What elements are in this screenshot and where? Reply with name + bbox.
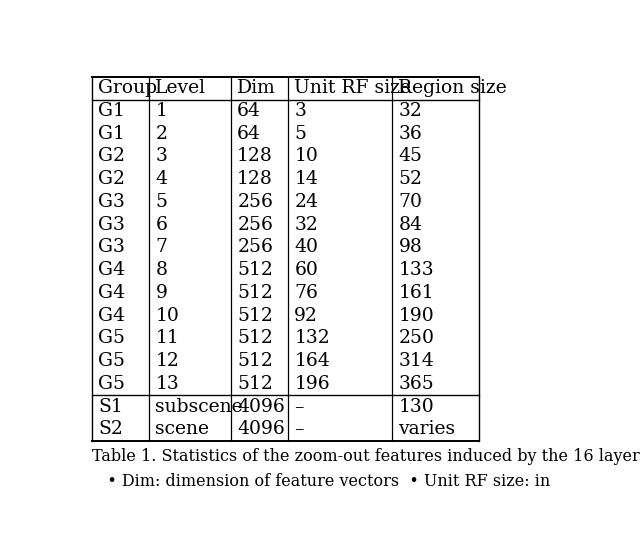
Text: 130: 130: [399, 397, 434, 416]
Text: G5: G5: [99, 330, 125, 347]
Text: 9: 9: [156, 284, 167, 302]
Text: subscene: subscene: [156, 397, 243, 416]
Text: • Dim: dimension of feature vectors  • Unit RF size: in: • Dim: dimension of feature vectors • Un…: [92, 473, 550, 490]
Text: G3: G3: [99, 238, 125, 257]
Text: 512: 512: [237, 330, 273, 347]
Text: 3: 3: [294, 102, 306, 120]
Text: 60: 60: [294, 261, 318, 279]
Text: scene: scene: [156, 420, 209, 438]
Text: 10: 10: [294, 147, 318, 166]
Text: G4: G4: [99, 284, 125, 302]
Text: S2: S2: [99, 420, 124, 438]
Text: 64: 64: [237, 125, 261, 143]
Text: Dim: Dim: [237, 79, 276, 97]
Text: 512: 512: [237, 306, 273, 325]
Text: Table 1. Statistics of the zoom-out features induced by the 16 layer: Table 1. Statistics of the zoom-out feat…: [92, 448, 640, 465]
Text: 314: 314: [399, 352, 434, 370]
Text: 4096: 4096: [237, 420, 285, 438]
Text: Unit RF size: Unit RF size: [294, 79, 412, 97]
Text: 98: 98: [399, 238, 422, 257]
Text: 512: 512: [237, 284, 273, 302]
Text: 92: 92: [294, 306, 318, 325]
Text: G5: G5: [99, 375, 125, 393]
Text: 3: 3: [156, 147, 167, 166]
Text: 8: 8: [156, 261, 168, 279]
Text: 40: 40: [294, 238, 318, 257]
Text: 512: 512: [237, 352, 273, 370]
Text: 1: 1: [156, 102, 167, 120]
Text: G3: G3: [99, 193, 125, 211]
Text: G2: G2: [99, 170, 125, 188]
Text: 24: 24: [294, 193, 318, 211]
Text: 133: 133: [399, 261, 434, 279]
Text: 196: 196: [294, 375, 330, 393]
Text: 164: 164: [294, 352, 330, 370]
Text: 12: 12: [156, 352, 179, 370]
Text: 7: 7: [156, 238, 168, 257]
Text: G1: G1: [99, 102, 125, 120]
Text: G3: G3: [99, 216, 125, 233]
Text: 512: 512: [237, 375, 273, 393]
Text: varies: varies: [399, 420, 456, 438]
Text: –: –: [294, 420, 304, 438]
Text: 76: 76: [294, 284, 318, 302]
Text: 6: 6: [156, 216, 167, 233]
Text: 32: 32: [399, 102, 422, 120]
Text: G4: G4: [99, 306, 125, 325]
Text: 11: 11: [156, 330, 179, 347]
Text: 70: 70: [399, 193, 422, 211]
Text: 132: 132: [294, 330, 330, 347]
Text: G1: G1: [99, 125, 125, 143]
Text: Level: Level: [156, 79, 206, 97]
Text: 5: 5: [156, 193, 168, 211]
Text: 4096: 4096: [237, 397, 285, 416]
Text: 36: 36: [399, 125, 422, 143]
Text: 161: 161: [399, 284, 434, 302]
Text: Region size: Region size: [399, 79, 507, 97]
Text: 64: 64: [237, 102, 261, 120]
Text: 128: 128: [237, 170, 273, 188]
Text: 5: 5: [294, 125, 307, 143]
Text: 84: 84: [399, 216, 422, 233]
Text: Group: Group: [99, 79, 157, 97]
Text: 250: 250: [399, 330, 435, 347]
Text: 10: 10: [156, 306, 179, 325]
Text: 52: 52: [399, 170, 422, 188]
Text: 4: 4: [156, 170, 168, 188]
Text: 190: 190: [399, 306, 434, 325]
Text: G2: G2: [99, 147, 125, 166]
Text: 365: 365: [399, 375, 434, 393]
Text: 45: 45: [399, 147, 422, 166]
Text: G4: G4: [99, 261, 125, 279]
Text: G5: G5: [99, 352, 125, 370]
Text: 13: 13: [156, 375, 179, 393]
Text: 512: 512: [237, 261, 273, 279]
Text: 128: 128: [237, 147, 273, 166]
Text: –: –: [294, 397, 304, 416]
Text: 256: 256: [237, 193, 273, 211]
Text: 256: 256: [237, 238, 273, 257]
Text: S1: S1: [99, 397, 123, 416]
Text: 32: 32: [294, 216, 318, 233]
Text: 2: 2: [156, 125, 168, 143]
Text: 14: 14: [294, 170, 318, 188]
Text: 256: 256: [237, 216, 273, 233]
